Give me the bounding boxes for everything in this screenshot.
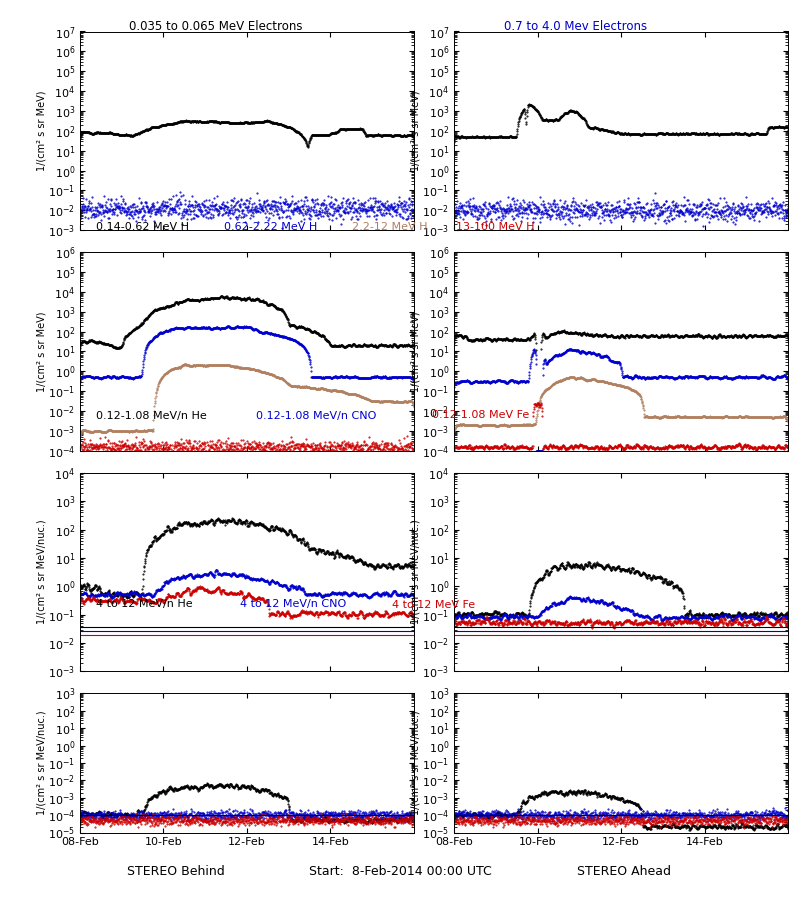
Text: 2.2-12 MeV H: 2.2-12 MeV H xyxy=(352,221,427,231)
Y-axis label: 1/(cm² s sr MeV): 1/(cm² s sr MeV) xyxy=(37,311,46,392)
Text: 4 to 12 MeV/n He: 4 to 12 MeV/n He xyxy=(96,599,193,609)
Text: 0.62-2.22 MeV H: 0.62-2.22 MeV H xyxy=(224,221,318,231)
Text: 4 to 12 MeV/n CNO: 4 to 12 MeV/n CNO xyxy=(240,599,346,609)
Text: 0.14-0.62 MeV H: 0.14-0.62 MeV H xyxy=(96,221,189,231)
Text: 0.12-1.08 MeV/n CNO: 0.12-1.08 MeV/n CNO xyxy=(256,410,376,420)
Text: 13-100 MeV H: 13-100 MeV H xyxy=(456,221,534,231)
Text: 0.12-1.08 MeV/n He: 0.12-1.08 MeV/n He xyxy=(96,410,206,420)
Text: 4 to 12 MeV Fe: 4 to 12 MeV Fe xyxy=(392,599,475,609)
Text: 0.035 to 0.065 MeV Electrons: 0.035 to 0.065 MeV Electrons xyxy=(130,20,302,32)
Y-axis label: 1/(cm² s sr MeV/nuc.): 1/(cm² s sr MeV/nuc.) xyxy=(410,520,421,625)
Y-axis label: 1/(cm² s sr MeV): 1/(cm² s sr MeV) xyxy=(410,91,421,171)
Y-axis label: 1/(cm² s sr MeV): 1/(cm² s sr MeV) xyxy=(410,311,421,392)
Text: STEREO Behind: STEREO Behind xyxy=(127,865,225,878)
Y-axis label: 1/(cm² s sr MeV/nuc.): 1/(cm² s sr MeV/nuc.) xyxy=(37,711,46,815)
Y-axis label: 1/(cm² s sr MeV): 1/(cm² s sr MeV) xyxy=(37,91,46,171)
Y-axis label: 1/(cm² s sr MeV/nuc.): 1/(cm² s sr MeV/nuc.) xyxy=(410,711,421,815)
Text: STEREO Ahead: STEREO Ahead xyxy=(577,865,671,878)
Text: Start:  8-Feb-2014 00:00 UTC: Start: 8-Feb-2014 00:00 UTC xyxy=(309,865,491,878)
Text: 0.7 to 4.0 Mev Electrons: 0.7 to 4.0 Mev Electrons xyxy=(504,20,647,32)
Y-axis label: 1/(cm² s sr MeV/nuc.): 1/(cm² s sr MeV/nuc.) xyxy=(37,520,46,625)
Text: 0.12-1.08 MeV Fe: 0.12-1.08 MeV Fe xyxy=(432,410,530,420)
